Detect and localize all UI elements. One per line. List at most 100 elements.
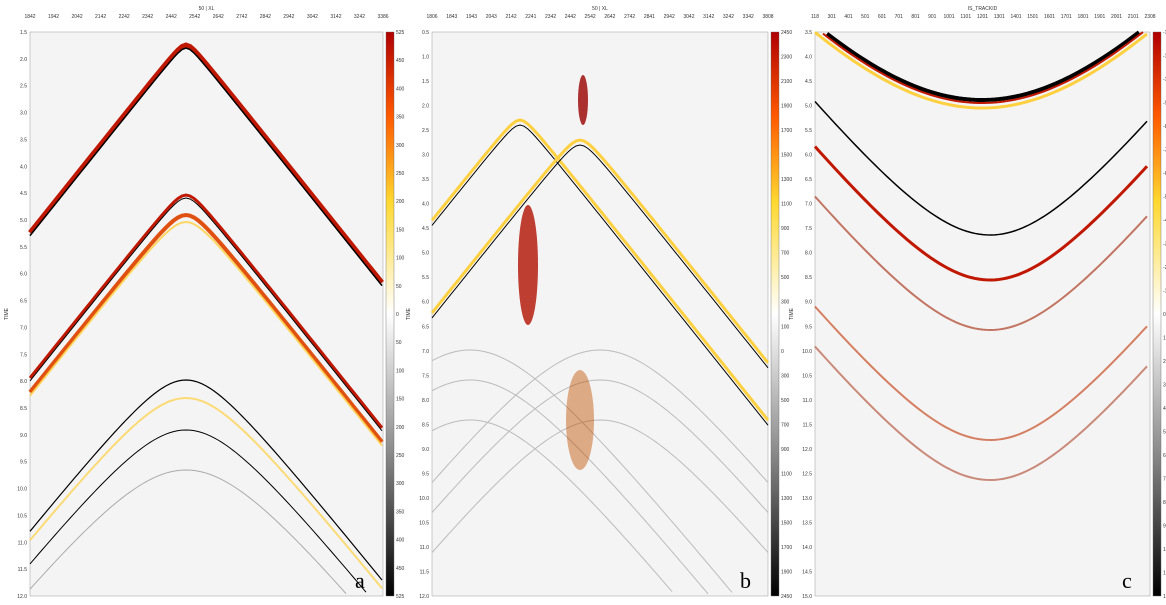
y-tick-label: 2.0: [422, 104, 429, 110]
x-tick-label: 2242: [119, 14, 130, 20]
colorbar-tick-label: -3e-12: [1163, 242, 1166, 248]
seismic-event: [430, 138, 770, 364]
colorbar-tick-label: 450: [396, 566, 405, 572]
x-tick-label: 2841: [644, 14, 655, 20]
seismic-event: [814, 31, 1148, 110]
y-tick-label: 8.0: [20, 379, 27, 385]
colorbar-tick-label: 1700: [781, 128, 792, 134]
y-tick-label: 7.0: [422, 349, 429, 355]
colorbar-tick-label: 50: [396, 284, 402, 290]
colorbar-tick-label: 500: [781, 398, 790, 404]
x-tick-label: 2342: [142, 14, 153, 20]
seismic-event: [566, 370, 594, 470]
seismic-event: [814, 195, 1148, 331]
colorbar-tick-label: 350: [396, 115, 405, 121]
x-tick-label: 2342: [545, 14, 556, 20]
y-tick-label: 10.5: [802, 373, 812, 379]
x-tick-label: 1943: [466, 14, 477, 20]
x-tick-label: 401: [844, 14, 853, 20]
y-tick-label: 4.0: [422, 202, 429, 208]
y-tick-label: 5.5: [805, 128, 812, 134]
colorbar-tick-label: -1e-11: [1163, 77, 1166, 83]
colorbar-tick-label: 1e-12: [1163, 336, 1166, 342]
x-tick-label: 2241: [525, 14, 536, 20]
colorbar-tick-label: 2450: [781, 30, 792, 36]
x-tick-label: 1501: [1027, 14, 1038, 20]
colorbar-tick-label: 400: [396, 538, 405, 544]
x-tick-label: 1101: [960, 14, 971, 20]
colorbar-tick-label: 1.1e-11: [1163, 571, 1166, 577]
seismic-event: [813, 145, 1149, 282]
y-tick-label: 11.5: [420, 569, 430, 575]
y-tick-label: 11.0: [18, 540, 28, 546]
y-tick-label: 1.5: [422, 79, 429, 85]
x-tick-label: 501: [861, 14, 870, 20]
x-tick-label: 2642: [213, 14, 224, 20]
colorbar-tick-label: 1.1867e-11: [1163, 594, 1166, 600]
seismic-event: [431, 419, 769, 553]
y-axis-label: TIME: [406, 307, 412, 320]
y-tick-label: 9.0: [805, 300, 812, 306]
seismic-event: [29, 220, 383, 447]
y-tick-label: 13.0: [802, 496, 812, 502]
x-tick-label: 1001: [943, 14, 954, 20]
colorbar-tick-label: 1900: [781, 104, 792, 110]
y-tick-label: 6.0: [805, 153, 812, 159]
seismic-event: [28, 42, 384, 285]
x-tick-label: 2442: [166, 14, 177, 20]
colorbar-tick-label: 50: [396, 340, 402, 346]
plot-area: [431, 31, 769, 597]
colorbar: [770, 31, 780, 597]
colorbar-tick-label: 4e-12: [1163, 406, 1166, 412]
plot-area: [29, 31, 384, 597]
colorbar-tick-label: 2e-12: [1163, 359, 1166, 365]
colorbar-tick-label: 400: [396, 86, 405, 92]
x-tick-label: 701: [895, 14, 904, 20]
y-tick-label: 12.0: [419, 594, 429, 600]
y-tick-label: 8.0: [422, 398, 429, 404]
y-tick-label: 8.5: [20, 406, 27, 412]
colorbar-tick-label: -6e-12: [1163, 171, 1166, 177]
colorbar-tick-label: 0: [781, 349, 784, 355]
colorbar-tick-label: -2e-12: [1163, 265, 1166, 271]
y-tick-label: 7.5: [20, 352, 27, 358]
x-tick-label: 3386: [377, 14, 388, 20]
colorbar-tick-label: 350: [396, 509, 405, 515]
y-tick-label: 6.0: [422, 300, 429, 306]
colorbar-tick-label: 900: [781, 226, 790, 232]
x-tick-label: 301: [828, 14, 837, 20]
y-tick-label: 3.5: [805, 30, 812, 36]
y-tick-label: 8.5: [805, 275, 812, 281]
colorbar-tick-label: -1.1e-11: [1163, 54, 1166, 60]
colorbar-tick-label: -4e-12: [1163, 218, 1166, 224]
y-tick-label: 4.0: [20, 164, 27, 170]
x-tick-label: 2001: [1111, 14, 1122, 20]
x-tick-label: 2842: [260, 14, 271, 20]
y-tick-label: 6.5: [422, 324, 429, 330]
y-tick-label: 10.0: [17, 487, 27, 493]
y-tick-label: 4.5: [805, 79, 812, 85]
colorbar-tick-label: 2300: [781, 55, 792, 61]
colorbar-tick-label: 300: [396, 143, 405, 149]
panel-title: 50 | XL: [592, 6, 608, 12]
x-tick-label: 1701: [1061, 14, 1072, 20]
y-tick-label: 10.0: [802, 349, 812, 355]
colorbar-tick-label: 200: [396, 425, 405, 431]
y-tick-label: 6.0: [20, 272, 27, 278]
colorbar-tick-label: 9e-12: [1163, 524, 1166, 530]
y-tick-label: 3.5: [20, 137, 27, 143]
y-tick-label: 7.0: [20, 325, 27, 331]
seismic-event: [431, 379, 709, 595]
y-tick-label: 3.0: [20, 111, 27, 117]
y-tick-label: 11.5: [803, 422, 813, 428]
colorbar-tick-label: 1300: [781, 496, 792, 502]
seismic-event: [822, 31, 1144, 104]
y-tick-label: 7.5: [805, 226, 812, 232]
colorbar-tick-label: -7e-12: [1163, 148, 1166, 154]
colorbar-tick-label: 1500: [781, 153, 792, 159]
colorbar-tick-label: 6e-12: [1163, 453, 1166, 459]
panel-label: b: [740, 568, 751, 593]
x-tick-label: 2542: [189, 14, 200, 20]
x-tick-label: 1801: [1077, 14, 1088, 20]
y-tick-label: 7.0: [805, 202, 812, 208]
